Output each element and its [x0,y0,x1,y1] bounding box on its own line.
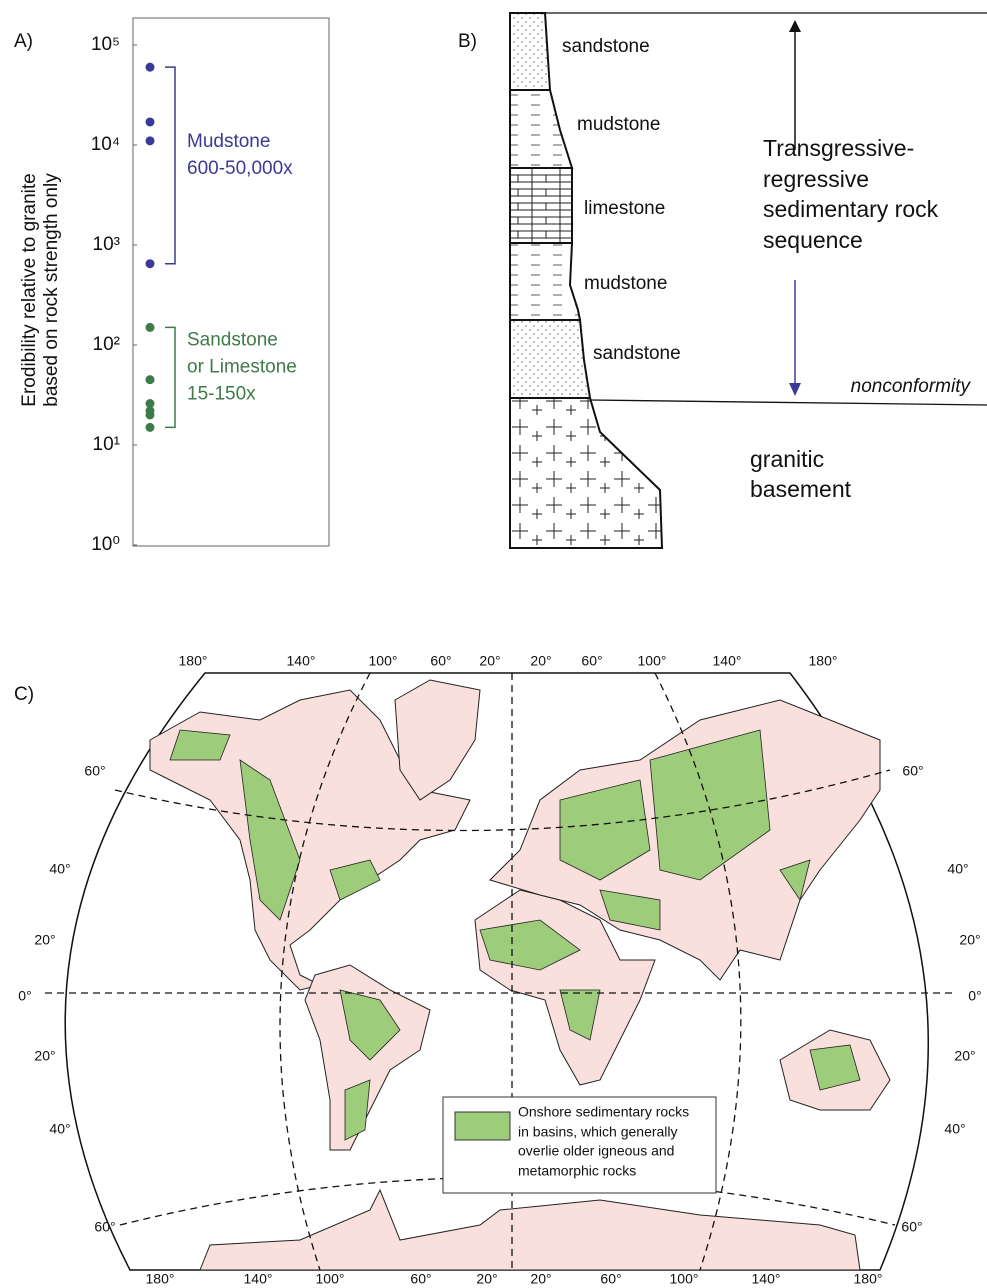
series-label: or Limestone [187,356,297,377]
layer [510,13,550,90]
longitude-label: 60° [600,1271,621,1287]
longitude-label: 180° [146,1271,175,1287]
longitude-label: 20° [479,653,500,669]
legend-swatch [455,1112,510,1140]
y-tick-label: 10² [93,334,120,355]
latitude-label: 60° [94,1219,115,1235]
y-tick-label: 10¹ [93,434,120,455]
latitude-label: 20° [959,932,980,948]
series-label: 600-50,000x [187,158,293,179]
panel-b: B) sandstone mudstone limestone mudstone… [458,13,987,548]
latitude-label: 0° [968,988,981,1004]
latitude-label: 60° [902,763,923,779]
latitude-label: 40° [944,1121,965,1137]
longitude-label: 20° [530,1271,551,1287]
latitude-label: 40° [947,861,968,877]
y-tick-label: 10⁴ [91,134,120,155]
legend-text: Onshore sedimentary rocks [518,1104,689,1120]
longitude-label: 140° [287,653,316,669]
longitude-label: 60° [410,1271,431,1287]
point [146,410,155,419]
sequence-label: sedimentary rock [763,196,939,222]
bracket [165,327,175,427]
layer-label: mudstone [584,273,667,294]
point [146,63,155,72]
sequence-label: sequence [763,227,863,253]
plot-frame [133,18,329,546]
legend-text: in basins, which generally [518,1124,678,1140]
latitude-label: 40° [49,1121,70,1137]
sequence-label: regressive [763,166,869,192]
layer-label: mudstone [577,114,660,135]
y-axis-label: Erodibility relative to granite based on… [19,173,62,407]
longitude-label: 100° [369,653,398,669]
point [146,136,155,145]
nonconformity-label: nonconformity [851,376,972,397]
point [146,423,155,432]
legend-text: metamorphic rocks [518,1163,636,1179]
layer-label: limestone [584,198,665,219]
latitude-label: 60° [84,763,105,779]
panel-label: A) [14,31,33,52]
latitude-label: 20° [34,1048,55,1064]
longitude-label: 100° [670,1271,699,1287]
legend-text: overlie older igneous and [518,1143,674,1159]
layer-label: sandstone [593,343,681,364]
longitude-label: 140° [244,1271,273,1287]
latitude-label: 60° [901,1219,922,1235]
layer [510,320,590,398]
series-label: Sandstone [187,329,278,350]
series-label: 15-150x [187,383,256,404]
latitude-label: 20° [954,1048,975,1064]
layer [510,243,580,320]
longitude-label: 140° [713,653,742,669]
y-label-line: based on rock strength only [41,173,62,407]
sequence-label: Transgressive- [763,135,914,161]
panel-c: C) Onshore sedimentary rocks in basins, … [14,673,955,1270]
layer [510,168,572,243]
panel-a: A) Erodibility relative to granite based… [14,18,329,555]
longitude-label: 100° [316,1271,345,1287]
layer-label: sandstone [562,36,650,57]
point [146,117,155,126]
longitude-label: 20° [530,653,551,669]
point [146,323,155,332]
bracket [165,67,175,264]
latitude-label: 40° [49,861,70,877]
longitude-label: 180° [854,1271,883,1287]
figure: A) Erodibility relative to granite based… [0,0,987,1288]
basement-label: granitic [750,446,824,472]
y-tick-label: 10⁵ [91,34,120,55]
longitude-label: 60° [430,653,451,669]
y-label-line: Erodibility relative to granite [19,173,40,406]
basement [510,398,662,548]
longitude-label: 100° [638,653,667,669]
latitude-label: 0° [18,988,31,1004]
panel-label: B) [458,31,477,52]
latitude-label: 20° [34,932,55,948]
layer [510,90,572,168]
longitude-label: 180° [809,653,838,669]
point [146,259,155,268]
basin [170,730,230,760]
series-label: Mudstone [187,131,270,152]
longitude-label: 60° [581,653,602,669]
panel-label: C) [14,684,34,705]
y-tick-label: 10⁰ [91,534,120,555]
longitude-label: 20° [476,1271,497,1287]
point [146,375,155,384]
y-tick-label: 10³ [93,234,120,255]
longitude-label: 180° [179,653,208,669]
longitude-label: 140° [752,1271,781,1287]
basement-label: basement [750,476,852,502]
